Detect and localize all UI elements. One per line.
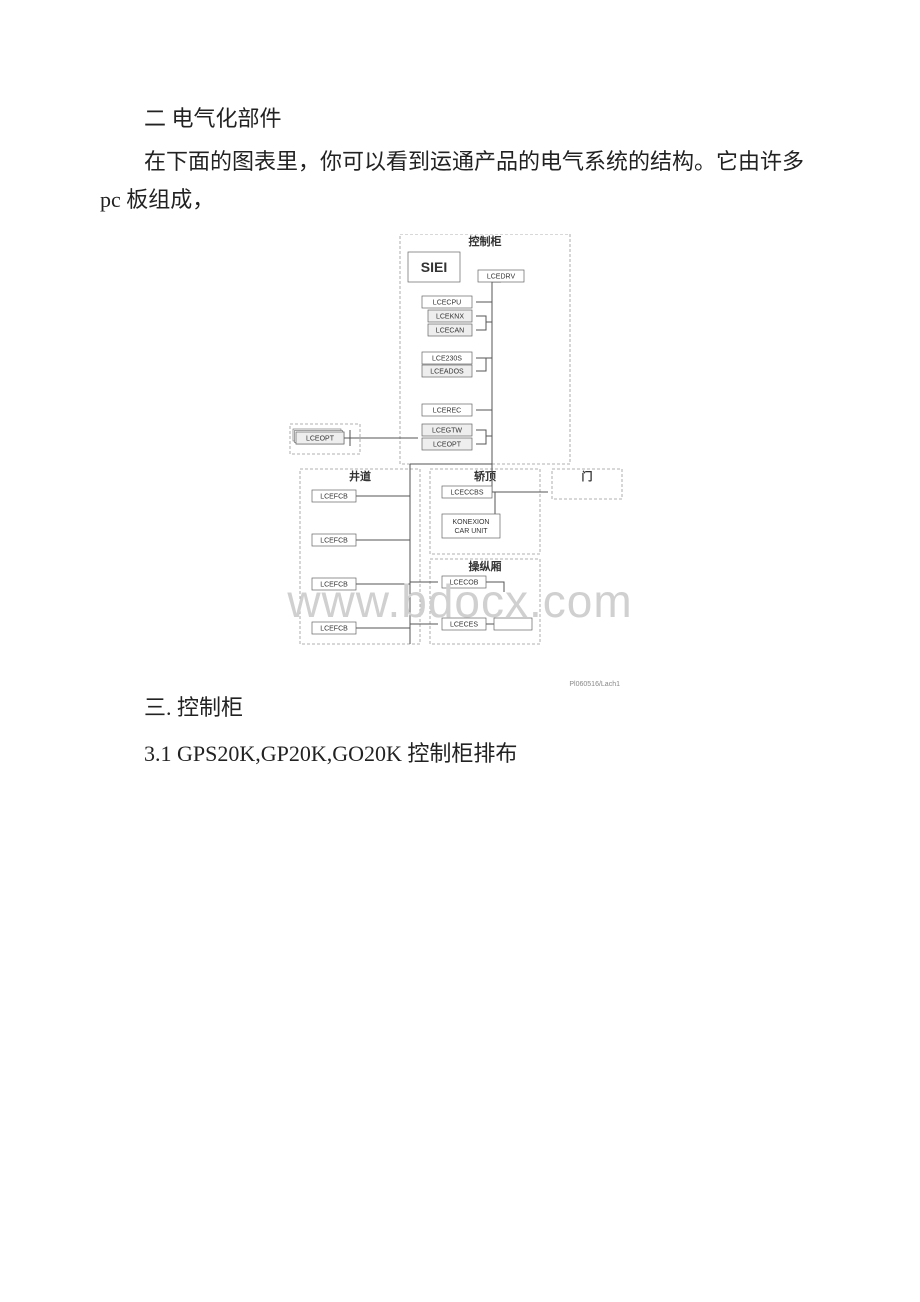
svg-text:LCEDRV: LCEDRV xyxy=(487,274,516,281)
diagram-svg: 控制柜井道 轿顶 门操纵厢 SIEI LCEDRV LCECPU LCEKNX LCECAN L… xyxy=(230,234,690,654)
svg-text:LCEFCB: LCEFCB xyxy=(320,494,348,501)
svg-text:LCEOPT: LCEOPT xyxy=(306,436,335,443)
diagram-ref-id: Pl060516/Lach1 xyxy=(569,681,620,688)
heading-cabinet-layout: 3.1 GPS20K,GP20K,GO20K 控制柜排布 xyxy=(100,734,820,774)
svg-text:LCEFCB: LCEFCB xyxy=(320,582,348,589)
svg-text:LCEFCB: LCEFCB xyxy=(320,538,348,545)
svg-text:LCECES: LCECES xyxy=(450,622,478,629)
svg-text:LCECPU: LCECPU xyxy=(433,300,461,307)
svg-text:LCEADOS: LCEADOS xyxy=(430,369,464,376)
svg-text:KONEXION: KONEXION xyxy=(453,519,490,526)
intro-paragraph: 在下面的图表里，你可以看到运通产品的电气系统的结构。它由许多 pc 板组成， xyxy=(100,143,820,218)
svg-text:门: 门 xyxy=(582,469,593,483)
document-page: 二 电气化部件 在下面的图表里，你可以看到运通产品的电气系统的结构。它由许多 p… xyxy=(0,0,920,1302)
svg-text:控制柜: 控制柜 xyxy=(469,234,502,248)
heading-cabinet: 三. 控制柜 xyxy=(100,688,820,728)
svg-text:操纵厢: 操纵厢 xyxy=(469,559,502,573)
architecture-diagram: 控制柜井道 轿顶 门操纵厢 SIEI LCEDRV LCECPU LCEKNX LCECAN L… xyxy=(230,234,690,674)
heading-electrical: 二 电气化部件 xyxy=(100,100,820,137)
svg-text:LCECOB: LCECOB xyxy=(450,580,479,587)
svg-text:SIEI: SIEI xyxy=(421,259,447,275)
svg-text:LCECCBS: LCECCBS xyxy=(450,490,483,497)
svg-text:LCEKNX: LCEKNX xyxy=(436,314,464,321)
svg-text:LCEREC: LCEREC xyxy=(433,408,461,415)
svg-text:LCEOPT: LCEOPT xyxy=(433,442,462,449)
svg-text:LCECAN: LCECAN xyxy=(436,328,464,335)
svg-text:LCEFCB: LCEFCB xyxy=(320,626,348,633)
svg-text:井道: 井道 xyxy=(349,469,371,483)
svg-text:轿顶: 轿顶 xyxy=(474,469,496,483)
svg-text:LCE230S: LCE230S xyxy=(432,356,462,363)
svg-text:CAR UNIT: CAR UNIT xyxy=(454,528,488,535)
svg-text:LCEGTW: LCEGTW xyxy=(432,428,462,435)
